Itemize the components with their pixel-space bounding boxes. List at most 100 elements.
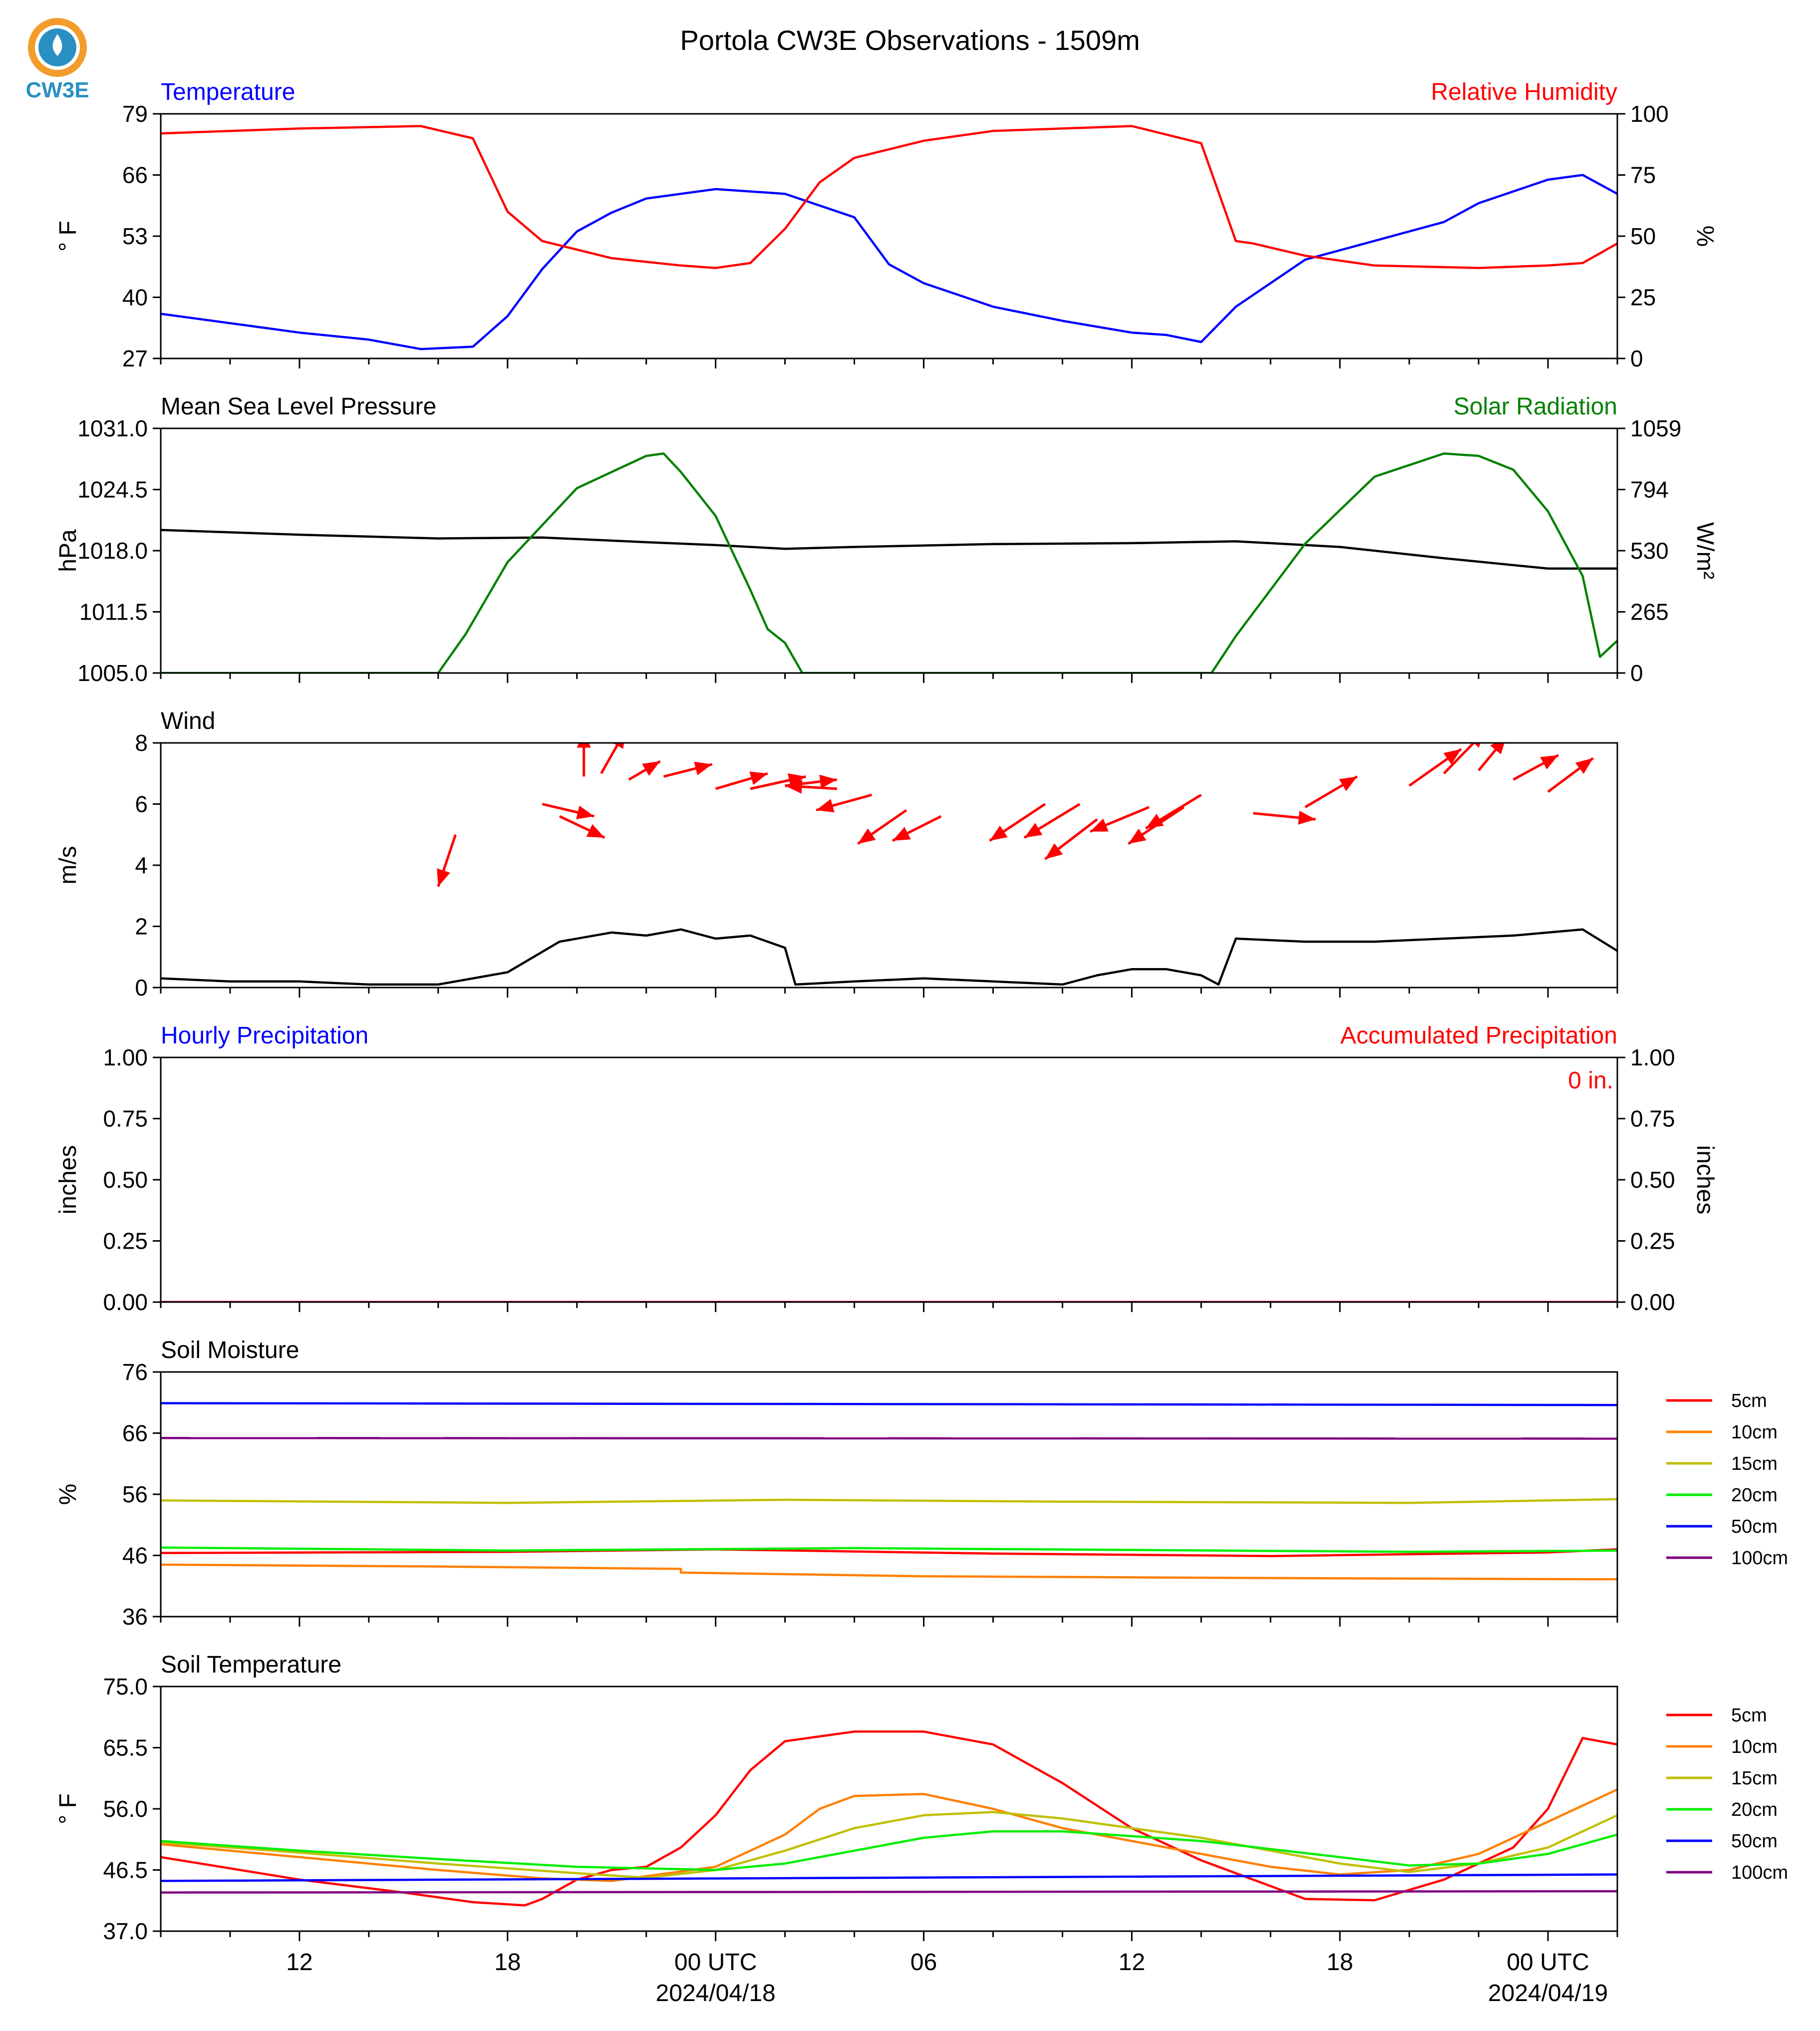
panel-title-left: Soil Moisture	[161, 1337, 299, 1363]
legend-label: 15cm	[1731, 1768, 1778, 1789]
wind-arrow	[816, 793, 872, 813]
wind-arrow	[892, 815, 942, 842]
panel-title-left: Soil Temperature	[161, 1652, 341, 1678]
legend-label: 100cm	[1731, 1862, 1788, 1883]
y-axis-label-left: hPa	[55, 529, 81, 572]
wind-arrow	[1478, 743, 1505, 771]
legend-label: 100cm	[1731, 1548, 1788, 1569]
legend-label: 5cm	[1731, 1390, 1767, 1411]
x-tick-label: 06	[910, 1949, 937, 1976]
y-tick-label-left: 66	[122, 1420, 148, 1446]
panel-temperature_rh: 79 66 53 40 27 100 75 50 25 0 Temperature Relative …	[55, 79, 1718, 371]
wind-arrow	[1443, 743, 1481, 774]
y-tick-label-right: 25	[1630, 285, 1656, 311]
y-tick-label-right: 794	[1630, 477, 1669, 503]
x-tick-label: 00 UTC	[674, 1949, 757, 1976]
panel-title-right: Solar Radiation	[1454, 393, 1617, 420]
series-line-solar-radiation	[161, 452, 1617, 673]
x-tick-label: 12	[1119, 1949, 1145, 1976]
panel-pressure_solar: 1031.0 1024.5 1018.0 1011.5 1005.0 1059 794 530…	[55, 393, 1718, 686]
series-line-relative-humidity	[161, 125, 1617, 269]
wind-arrow	[628, 760, 661, 781]
y-tick-label-left: 65.5	[103, 1735, 148, 1761]
y-tick-label-right: 1.00	[1630, 1044, 1675, 1070]
x-tick-label: 00 UTC	[1507, 1949, 1589, 1976]
y-tick-label-right: 0.25	[1630, 1228, 1675, 1254]
y-axis-label-left: %	[55, 1484, 81, 1505]
panel-title-left: Mean Sea Level Pressure	[161, 393, 436, 420]
panel-precipitation: 1.00 0.75 0.50 0.25 0.00 1.00 0.75 0.50 0.25 0.00…	[55, 1022, 1718, 1315]
y-tick-label-left: 46	[122, 1543, 148, 1569]
y-tick-label-right: 0.75	[1630, 1106, 1675, 1132]
y-tick-label-left: 56	[122, 1481, 148, 1507]
y-tick-label-right: 0	[1630, 345, 1643, 371]
y-tick-label-right: 0.00	[1630, 1289, 1675, 1315]
wind-arrow	[1304, 775, 1358, 808]
y-tick-label-left: 0.50	[103, 1167, 148, 1193]
y-tick-label-right: 75	[1630, 162, 1656, 188]
y-tick-label-left: 36	[122, 1604, 148, 1630]
legend-label: 10cm	[1731, 1422, 1778, 1443]
series-line-10cm	[161, 1563, 1617, 1581]
series-line-100cm	[161, 1890, 1617, 1894]
wind-arrow	[715, 771, 768, 790]
wind-arrow	[437, 834, 457, 887]
y-tick-label-left: 8	[135, 730, 148, 756]
y-tick-label-right: 530	[1630, 538, 1669, 564]
wind-arrow	[577, 743, 591, 777]
wind-arrow	[1513, 754, 1559, 781]
y-axis-label-left: ° F	[55, 1793, 81, 1824]
cw3e-logo-text: CW3E	[25, 78, 89, 102]
wind-arrow	[857, 809, 908, 845]
series-line-5cm	[161, 1548, 1617, 1557]
y-tick-label-left: 1.00	[103, 1044, 148, 1070]
y-tick-label-left: 40	[122, 285, 148, 311]
y-axis-label-right: inches	[1692, 1145, 1718, 1215]
legend-label: 20cm	[1731, 1799, 1778, 1820]
legend-label: 10cm	[1731, 1736, 1778, 1757]
y-tick-label-left: 4	[135, 852, 148, 878]
wind-arrow	[1253, 810, 1316, 825]
y-tick-label-left: 79	[122, 101, 148, 127]
y-tick-label-left: 46.5	[103, 1857, 148, 1883]
legend-label: 50cm	[1731, 1831, 1778, 1852]
cw3e-logo: CW3E	[25, 18, 89, 102]
series-line-50cm	[161, 1873, 1617, 1882]
series-line-50cm	[161, 1402, 1617, 1406]
y-tick-label-right: 0	[1630, 660, 1643, 686]
series-line-15cm	[161, 1811, 1617, 1879]
series-line-5cm	[161, 1730, 1617, 1907]
y-axis-label-left: inches	[55, 1145, 81, 1215]
panel-title-left: Temperature	[161, 79, 295, 105]
y-tick-label-left: 0.75	[103, 1106, 148, 1132]
y-tick-label-left: 27	[122, 345, 148, 371]
time-axis: 12 18 00 UTC 06 12 18 00 UTC 2024/04/18 2024/04/…	[286, 1949, 1608, 2007]
series-line-wind	[161, 928, 1617, 986]
y-tick-label-left: 1018.0	[77, 538, 148, 564]
y-axis-label-left: m/s	[55, 846, 81, 884]
panel-title-left: Hourly Precipitation	[161, 1022, 368, 1049]
x-date-label: 2024/04/19	[1488, 1980, 1608, 2007]
y-axis-label-left: ° F	[55, 221, 81, 252]
wind-arrow	[1090, 806, 1150, 833]
wind-arrow	[663, 761, 713, 778]
y-tick-label-left: 1005.0	[77, 660, 148, 686]
wind-arrow	[1023, 803, 1081, 839]
wind-arrow	[785, 779, 837, 794]
panel-title-left: Wind	[161, 708, 215, 734]
y-tick-label-left: 1031.0	[77, 415, 148, 441]
series-line-20cm	[161, 1546, 1617, 1553]
y-tick-label-left: 56.0	[103, 1796, 148, 1822]
legend-label: 15cm	[1731, 1453, 1778, 1474]
y-tick-label-left: 0.00	[103, 1289, 148, 1315]
y-tick-label-left: 6	[135, 791, 148, 817]
y-tick-label-right: 50	[1630, 223, 1656, 249]
legend-label: 5cm	[1731, 1705, 1767, 1726]
wind-arrow	[559, 815, 606, 839]
panel-soil_moisture: 76 66 56 46 36 Soil Moisture% 5cm 10cm 15cm 20cm 5…	[55, 1337, 1788, 1630]
wind-arrow	[1145, 793, 1202, 830]
series-line-15cm	[161, 1498, 1617, 1504]
legend-label: 20cm	[1731, 1485, 1778, 1506]
y-tick-label-right: 265	[1630, 599, 1669, 625]
